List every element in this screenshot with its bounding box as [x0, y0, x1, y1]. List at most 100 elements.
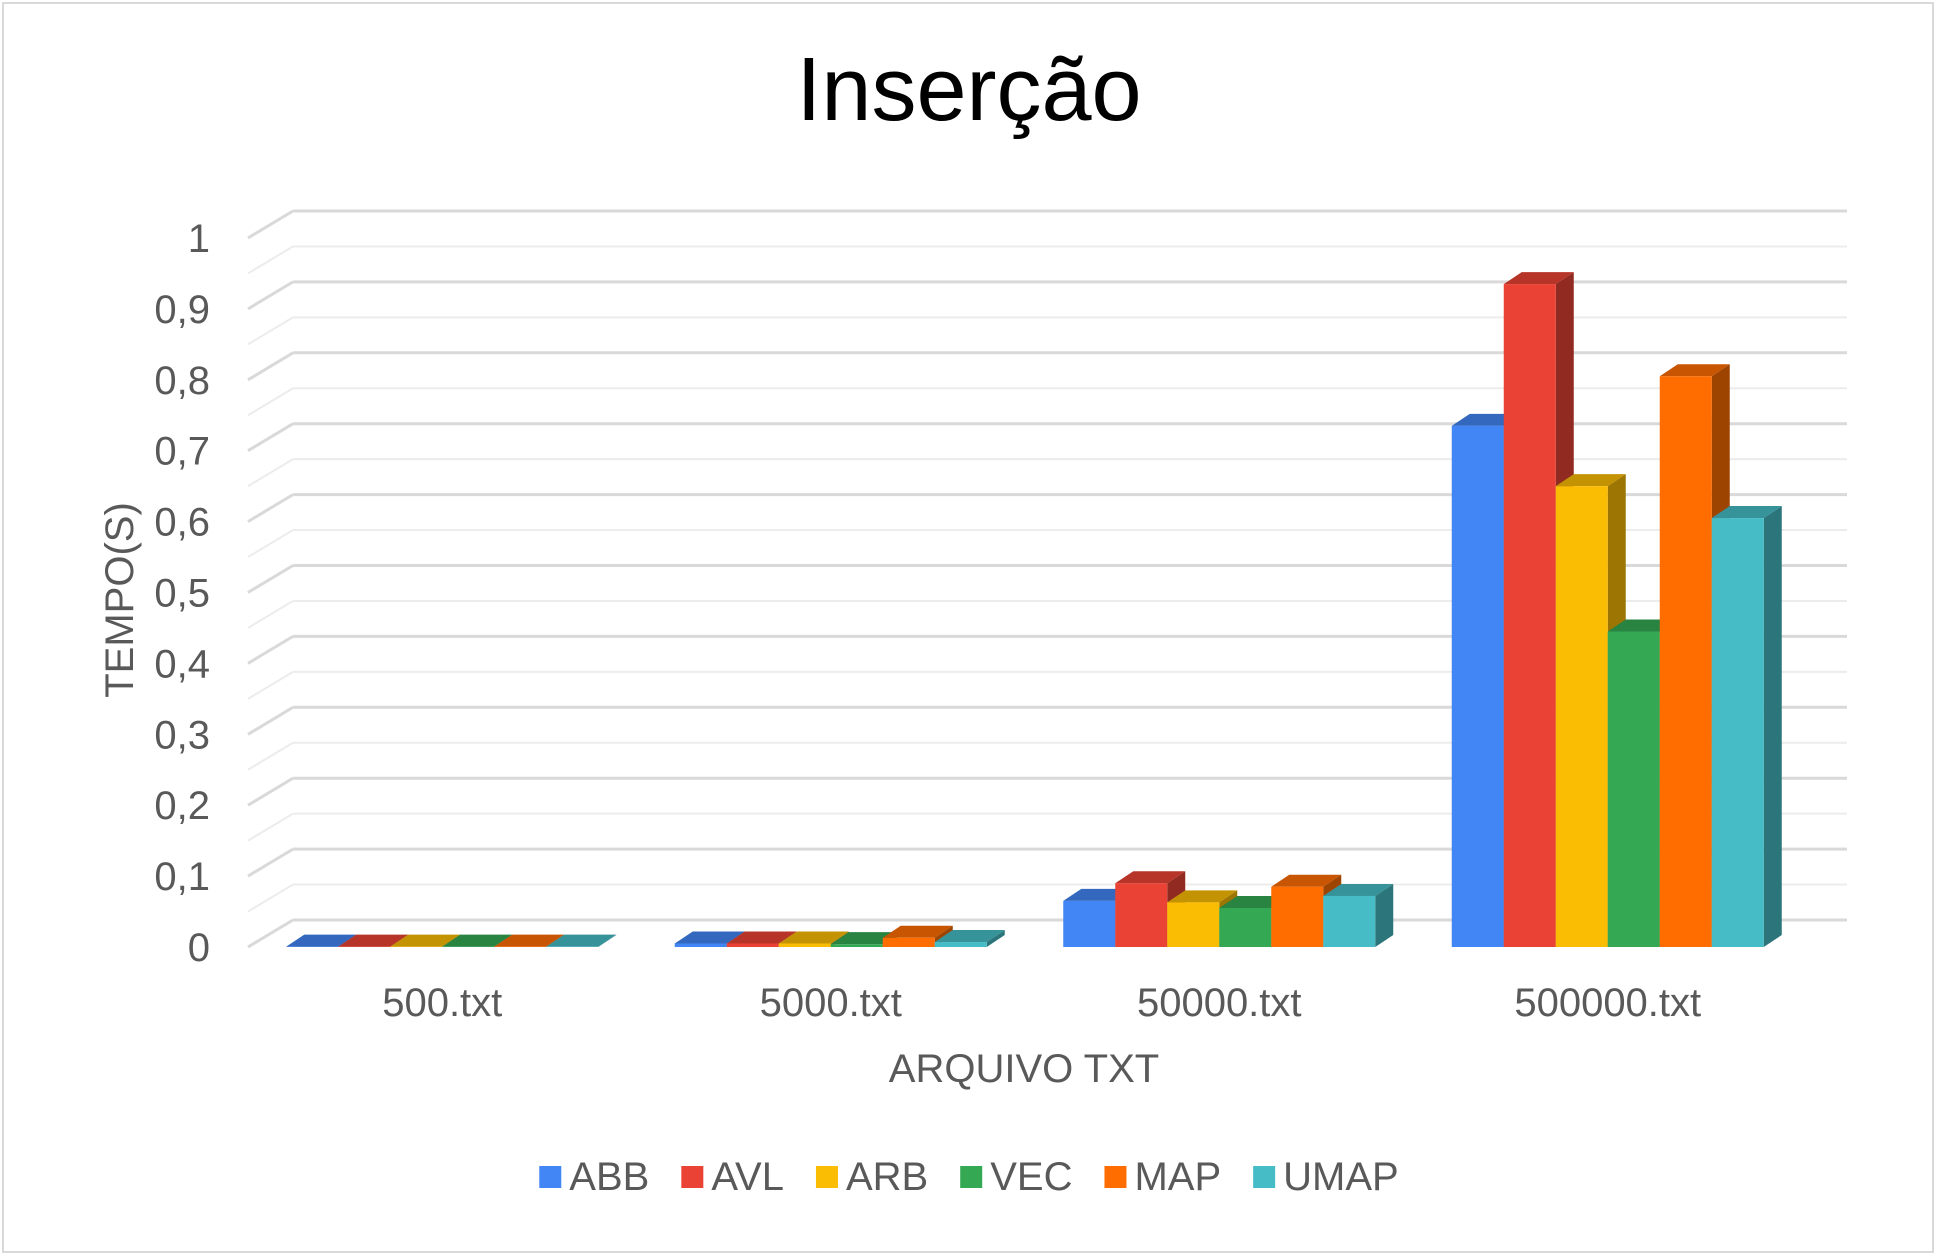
bar-side: [1375, 883, 1394, 947]
bar-front: [1115, 883, 1168, 947]
gridline-side: [247, 209, 294, 240]
gridline-side: [247, 316, 294, 346]
legend-label: UMAP: [1283, 1155, 1399, 1199]
bar-top: [1323, 883, 1394, 896]
y-tick-label: 1: [188, 217, 210, 261]
y-tick-label: 0,7: [154, 430, 210, 474]
y-tick-label: 0: [188, 926, 210, 970]
legend-item: AVL: [681, 1155, 784, 1199]
bar-front: [1219, 908, 1272, 947]
y-tick-label: 0,8: [154, 359, 210, 403]
y-axis-title: TEMPO(S): [98, 502, 142, 698]
bar-front: [882, 937, 935, 947]
bar-front: [1323, 895, 1376, 947]
x-category-label: 5000.txt: [760, 981, 902, 1025]
gridline-side: [247, 529, 294, 558]
bar-front: [1167, 902, 1220, 947]
bar-top: [546, 934, 617, 947]
bar-front: [1555, 486, 1608, 947]
gridline-side: [247, 245, 294, 275]
gridline-side: [247, 635, 294, 665]
gridline-side: [247, 670, 294, 700]
bar-top: [778, 931, 849, 944]
bar-front: [778, 943, 831, 947]
bar-top: [390, 934, 461, 947]
bar: [934, 930, 1005, 947]
y-tick-label: 0,4: [154, 642, 210, 686]
bar-front: [1271, 886, 1324, 947]
legend-item: VEC: [960, 1155, 1072, 1199]
bar-front: [1607, 631, 1660, 947]
gridline-side: [247, 847, 294, 878]
gridline-side: [247, 564, 294, 594]
bar-side: [986, 930, 1005, 947]
y-tick-label: 0,9: [154, 288, 210, 332]
bar-top: [1167, 890, 1238, 903]
bar-top: [934, 930, 1005, 943]
legend-item: ARB: [815, 1155, 928, 1199]
bar-front: [934, 942, 987, 947]
gridline-side: [247, 741, 294, 771]
y-tick-label: 0,5: [154, 572, 210, 616]
legend-label: AVL: [711, 1155, 784, 1199]
legend-item: MAP: [1104, 1155, 1221, 1199]
bar-side: [1763, 506, 1782, 947]
bar: [1503, 272, 1574, 948]
bar-top: [1555, 474, 1626, 487]
gridline-side: [247, 422, 294, 452]
bar-top: [442, 934, 513, 947]
legend-swatch: [539, 1166, 562, 1188]
gridline-side: [247, 918, 294, 949]
bar-top: [674, 931, 745, 944]
x-axis-title: ARQUIVO TXT: [889, 1047, 1159, 1091]
legend-swatch: [1253, 1166, 1276, 1188]
gridline-side: [247, 883, 294, 913]
legend: ABB AVL ARB VEC MAP UMAP: [539, 1155, 1399, 1199]
gridline-side: [247, 600, 294, 629]
bar-front: [1503, 284, 1556, 948]
legend-label: MAP: [1134, 1155, 1221, 1199]
y-tick-label: 0,6: [154, 501, 210, 545]
legend-item: ABB: [539, 1155, 649, 1199]
y-tick-label: 0,2: [154, 784, 210, 828]
legend-label: ARB: [846, 1155, 928, 1199]
gridline-side: [247, 706, 294, 736]
bar-top: [1711, 506, 1782, 519]
bar-top: [1503, 272, 1574, 285]
bar-top: [1271, 874, 1342, 887]
gridline-side: [247, 351, 294, 382]
bar-front: [1063, 900, 1116, 947]
legend-item: UMAP: [1253, 1155, 1399, 1199]
bar: [1711, 506, 1782, 947]
gridline-side: [247, 776, 294, 807]
gridline-side: [247, 280, 294, 311]
gridline-side: [247, 493, 294, 523]
x-axis-categories: 500.txt 5000.txt 50000.txt 500000.txt: [382, 981, 1701, 1025]
legend-swatch: [681, 1166, 704, 1188]
bar-side: [598, 934, 617, 947]
legend-swatch: [960, 1166, 983, 1188]
legend-swatch: [815, 1166, 838, 1188]
bar-top: [882, 925, 953, 938]
bar-top: [338, 934, 409, 947]
x-category-label: 500.txt: [382, 981, 502, 1025]
legend-swatch: [1104, 1166, 1127, 1188]
bar-front: [1451, 425, 1504, 947]
bar-top: [494, 934, 565, 947]
bar-front: [1659, 376, 1712, 947]
bar-top: [1115, 871, 1186, 884]
bar-front: [674, 943, 727, 947]
bar: [1323, 883, 1394, 947]
gridline-side: [247, 458, 294, 488]
chart-title: Inserção: [796, 40, 1141, 140]
gridline-side: [247, 812, 294, 842]
bar: [546, 934, 617, 947]
bar-top: [1659, 364, 1730, 377]
legend-label: VEC: [990, 1155, 1072, 1199]
y-axis-ticks: 0 0,1 0,2 0,3 0,4 0,5 0,6 0,7 0,8 0,9 1: [154, 217, 210, 970]
bar-front: [1711, 518, 1764, 947]
bar-top: [726, 931, 797, 944]
bar-front: [830, 944, 883, 947]
